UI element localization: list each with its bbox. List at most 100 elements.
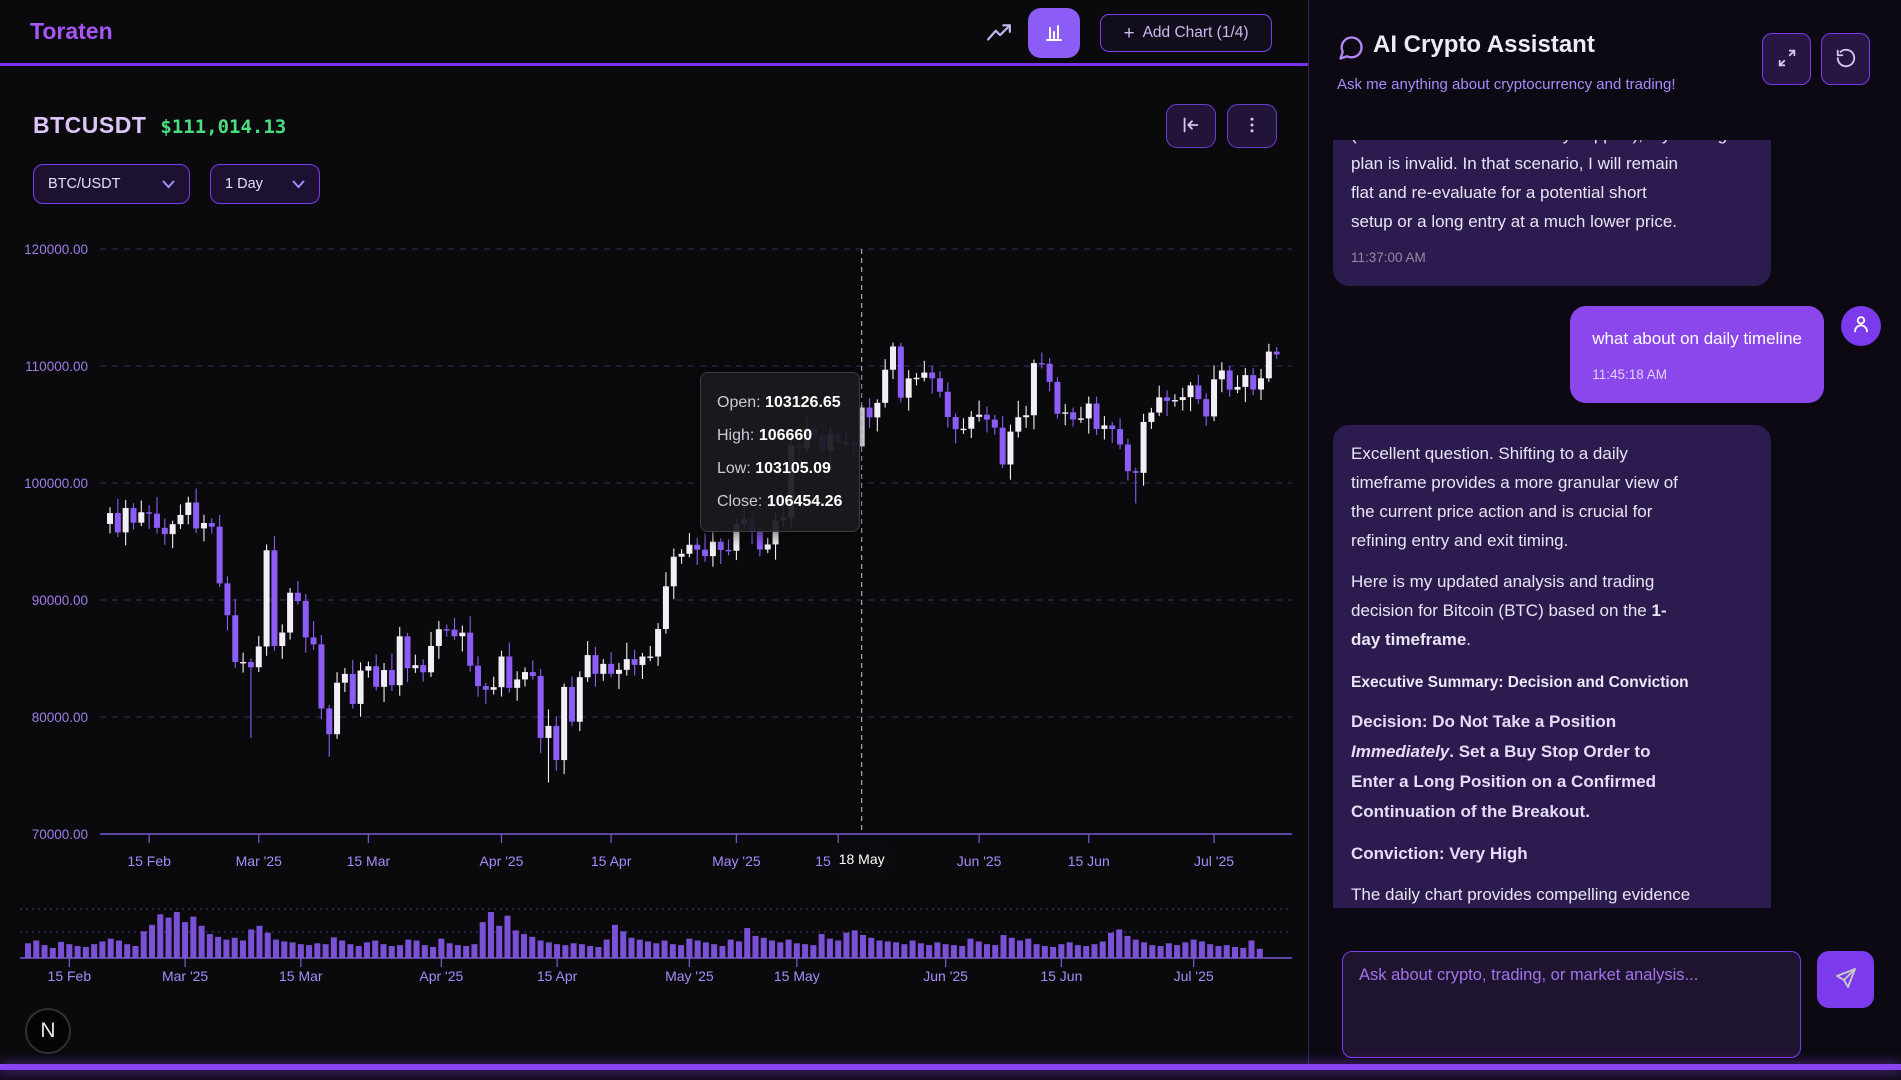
volume-bar xyxy=(198,925,205,958)
volume-bar xyxy=(1207,944,1214,958)
speech-bubble-icon xyxy=(1337,34,1365,67)
candle-body xyxy=(662,586,669,630)
volume-bar xyxy=(322,944,329,958)
conviction-text: Conviction: Very High xyxy=(1351,844,1528,863)
volume-bar xyxy=(82,946,89,958)
volume-bar xyxy=(826,938,833,958)
candle-body xyxy=(1109,425,1116,430)
reset-chat-button[interactable] xyxy=(1821,33,1870,85)
candle-body xyxy=(1156,397,1163,413)
nextjs-badge-button[interactable]: N xyxy=(25,1008,71,1054)
candle-body xyxy=(960,428,967,431)
candle-body xyxy=(1062,412,1069,414)
candle-body xyxy=(177,514,184,525)
volume-bar xyxy=(430,946,437,958)
candle-body xyxy=(357,670,364,704)
volume-bar xyxy=(182,922,189,958)
volume-bar xyxy=(306,945,313,958)
volume-x-axis-label: 15 Apr xyxy=(537,968,578,984)
candle-body xyxy=(1171,400,1178,402)
candle-body xyxy=(1265,351,1272,379)
volume-bar xyxy=(636,939,643,958)
candle-body xyxy=(568,686,575,722)
volume-bar xyxy=(893,942,900,958)
volume-x-axis-label: 15 May xyxy=(774,968,820,984)
volume-bar xyxy=(512,930,519,958)
volume-bar xyxy=(859,935,866,958)
send-button[interactable] xyxy=(1817,951,1874,1008)
volume-bar xyxy=(769,940,776,958)
y-axis-label: 90000.00 xyxy=(32,593,88,608)
candle-body xyxy=(913,377,920,380)
add-chart-button[interactable]: + Add Chart (1/4) xyxy=(1100,14,1272,52)
volume-bar xyxy=(173,912,180,958)
chart-menu-button[interactable] xyxy=(1227,104,1277,148)
candle-body xyxy=(506,656,513,688)
candle-body xyxy=(615,669,622,674)
candle-body xyxy=(1132,471,1139,473)
volume-bar xyxy=(1099,941,1106,958)
message-list[interactable]: (a sustained break below key support), m… xyxy=(1309,140,1901,908)
interval-select[interactable]: 1 Day xyxy=(210,164,320,204)
line-chart-icon[interactable] xyxy=(986,21,1012,47)
arrow-to-line-left-icon xyxy=(1180,114,1202,139)
candle-body xyxy=(169,524,176,535)
candle-body xyxy=(107,513,113,524)
candle-body xyxy=(921,372,928,378)
candle-body xyxy=(631,659,638,665)
volume-bar xyxy=(487,912,494,958)
tooltip-high-value: 106660 xyxy=(758,427,813,444)
volume-bar xyxy=(876,940,883,958)
candle-body xyxy=(702,549,709,557)
expand-panel-button[interactable] xyxy=(1762,33,1811,85)
chat-input[interactable] xyxy=(1342,951,1801,1058)
candle-body xyxy=(733,524,740,551)
pair-select[interactable]: BTC/USDT xyxy=(33,164,190,204)
tooltip-open-value: 103126.65 xyxy=(765,394,841,411)
candle-body xyxy=(514,679,521,688)
volume-bar xyxy=(1248,940,1255,958)
candle-body xyxy=(944,391,951,418)
message-line: the current price action and is crucial … xyxy=(1351,502,1653,521)
volume-bar xyxy=(463,946,470,958)
volume-bar xyxy=(479,922,486,958)
candle-body xyxy=(521,672,528,680)
volume-bar xyxy=(165,917,172,958)
volume-bar xyxy=(1157,946,1164,958)
assistant-message: Excellent question. Shifting to a daily … xyxy=(1333,425,1771,908)
message-line: timeframe provides a more granular view … xyxy=(1351,473,1678,492)
volume-bar xyxy=(1074,945,1081,958)
candle-body xyxy=(1242,375,1249,387)
volume-bar xyxy=(297,944,304,958)
volume-bar xyxy=(884,941,891,958)
volume-bar xyxy=(1066,942,1073,958)
assistant-title: AI Crypto Assistant xyxy=(1373,31,1595,58)
assistant-subtitle: Ask me anything about cryptocurrency and… xyxy=(1337,76,1676,93)
scroll-to-start-button[interactable] xyxy=(1166,104,1216,148)
price-volume-chart[interactable]: 120000.00 110000.00 100000.00 90000.00 80000… xyxy=(0,0,1308,1000)
volume-x-axis-label: May '25 xyxy=(665,968,714,984)
candle-body xyxy=(451,629,458,637)
bar-chart-toggle-button[interactable] xyxy=(1028,8,1080,58)
x-axis-label: 15 Jun xyxy=(1068,853,1110,869)
ohlc-tooltip: Open: 103126.65 High: 106660 Low: 103105… xyxy=(700,372,860,532)
app-logo: Toraten xyxy=(30,18,113,44)
candle-body xyxy=(725,549,732,552)
candle-body xyxy=(717,541,724,550)
interval-select-value: 1 Day xyxy=(225,176,263,192)
volume-bar xyxy=(215,936,222,958)
volume-bar xyxy=(1141,942,1148,958)
candle-body xyxy=(655,629,662,657)
volume-bar xyxy=(413,940,420,958)
volume-bar xyxy=(595,946,602,958)
tooltip-close-label: Close: xyxy=(717,493,763,510)
message-line: day timeframe. xyxy=(1351,630,1472,649)
candle-body xyxy=(193,502,200,529)
candle-body xyxy=(310,637,317,645)
volume-bar xyxy=(967,938,974,958)
y-axis-label: 70000.00 xyxy=(32,827,88,842)
volume-bar xyxy=(1091,944,1098,958)
candle-body xyxy=(772,520,779,545)
candle-body xyxy=(756,531,763,550)
main-panel: Toraten + Add Chart (1/4) BTCUSDT $111,0… xyxy=(0,0,1308,1064)
